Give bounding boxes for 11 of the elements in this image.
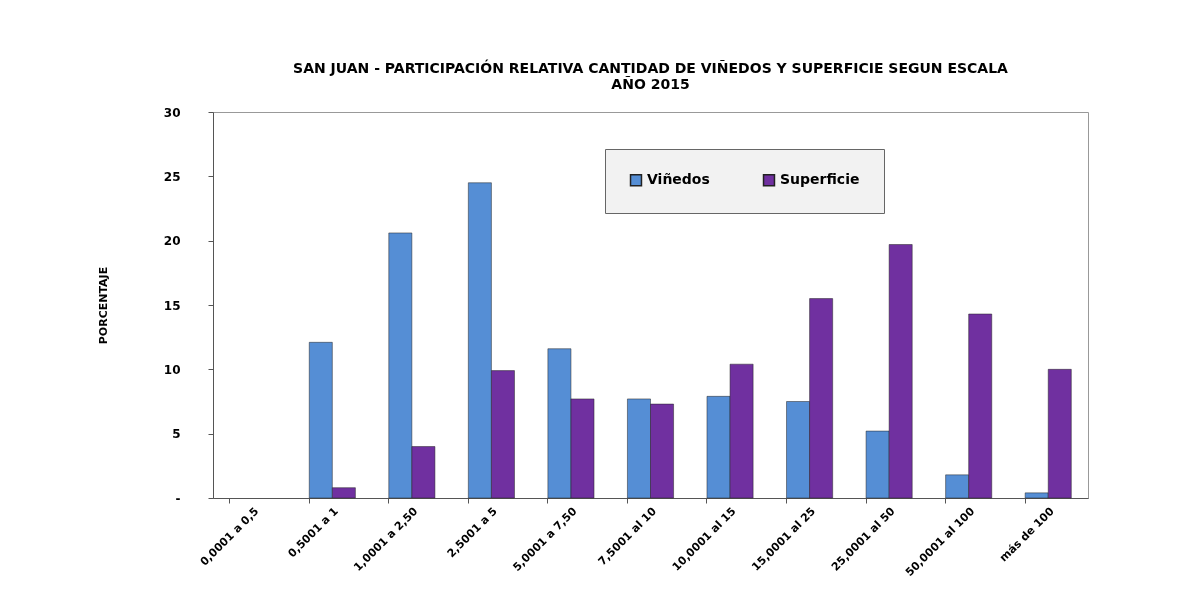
legend-label: Superficie [780,171,860,188]
y-tick-label: 25 [163,169,181,184]
y-tick-label: 20 [163,234,181,249]
legend-label: Viñedos [647,171,710,188]
y-tick-label: - [175,491,181,506]
y-tick-label: 10 [163,362,181,377]
y-tick-label: 30 [163,105,181,120]
y-tick-label: 15 [163,298,181,313]
chart-title: SAN JUAN - PARTICIPACIÓN RELATIVA CANTIDAD DE VIÑEDOS Y SUPERFICIE SEGUN ESCALA AÑO 2015 [293,59,1009,92]
y-axis-title: PORCENTAJE [96,266,110,345]
y-tick-label: 5 [172,427,181,442]
